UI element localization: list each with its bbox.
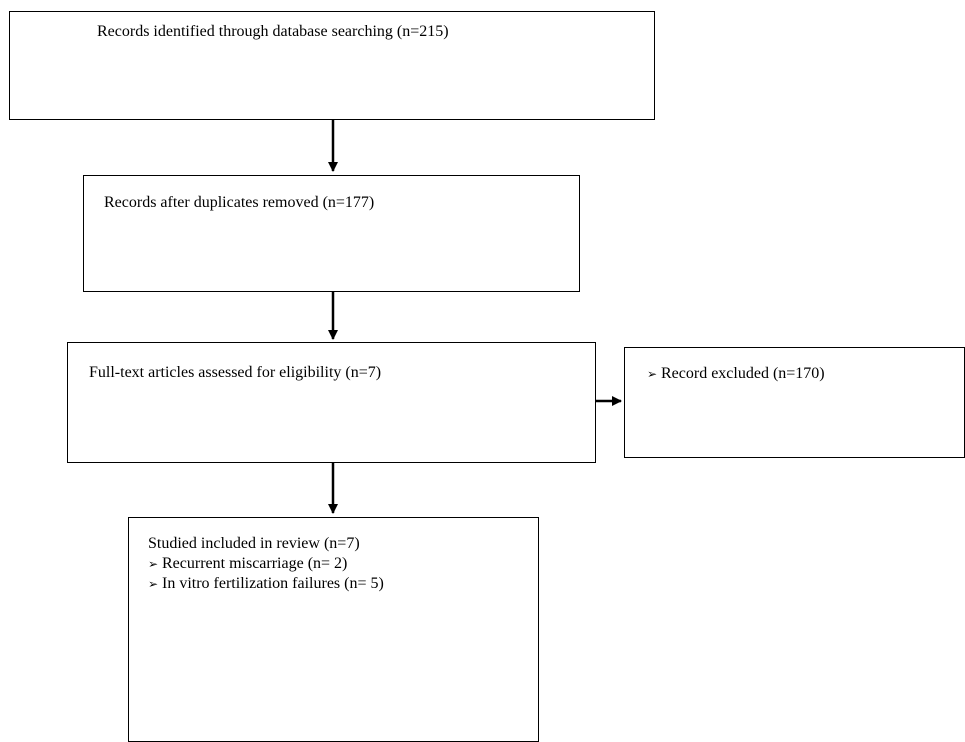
after-duplicates-box: Records after duplicates removed (n=177) bbox=[83, 175, 580, 292]
identified-records-text: Records identified through database sear… bbox=[97, 23, 449, 40]
bullet-arrow-icon: ➢ bbox=[148, 577, 159, 591]
excluded-box: ➢ Record excluded (n=170) bbox=[624, 347, 965, 458]
included-content: Studied included in review (n=7) ➢ Recur… bbox=[148, 534, 384, 594]
after-duplicates-text: Records after duplicates removed (n=177) bbox=[104, 194, 375, 211]
included-item: ➢ Recurrent miscarriage (n= 2) bbox=[148, 554, 384, 574]
included-box: Studied included in review (n=7) ➢ Recur… bbox=[128, 517, 539, 742]
bullet-arrow-icon: ➢ bbox=[148, 557, 159, 571]
bullet-arrow-icon: ➢ bbox=[647, 367, 658, 381]
included-item-text: In vitro fertilization failures (n= 5) bbox=[162, 575, 384, 592]
included-item: ➢ In vitro fertilization failures (n= 5) bbox=[148, 574, 384, 594]
included-title: Studied included in review (n=7) bbox=[148, 535, 360, 552]
excluded-line: ➢ Record excluded (n=170) bbox=[647, 364, 825, 384]
included-item-text: Recurrent miscarriage (n= 2) bbox=[162, 555, 348, 572]
full-text-text: Full-text articles assessed for eligibil… bbox=[89, 364, 382, 381]
full-text-box: Full-text articles assessed for eligibil… bbox=[67, 342, 596, 463]
excluded-text: Record excluded (n=170) bbox=[661, 365, 825, 382]
identified-records-box: Records identified through database sear… bbox=[9, 11, 655, 120]
